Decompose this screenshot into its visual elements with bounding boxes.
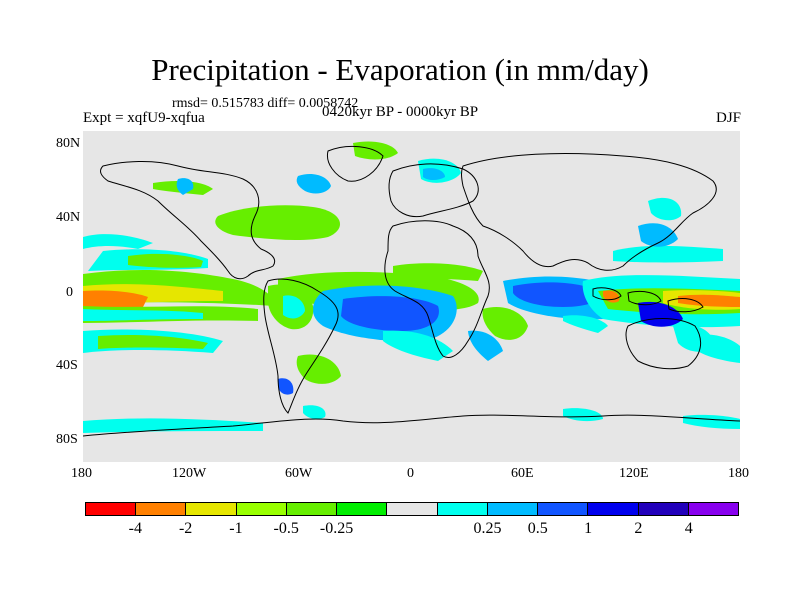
field-patch [693,334,740,363]
colorbar-label: -1 [229,520,243,537]
colorbar-swatch [387,503,438,515]
coastlines [83,145,740,437]
colorbar-label: -0.25 [319,520,354,537]
coastline [326,145,384,182]
field-patch [303,405,326,420]
colorbar-swatch [437,503,488,515]
season-label: DJF [715,110,741,126]
field-patch [215,205,340,241]
lat-label: 0 [66,285,73,300]
field-patch [341,296,439,331]
colorbar-swatch [186,503,237,515]
colorbar-swatch [136,503,187,515]
colorbar-swatch [337,503,388,515]
colorbar-swatch [688,503,739,515]
field-patch [176,178,194,195]
coastline [667,298,704,313]
pe-difference-field [83,141,740,433]
lon-label: 120W [172,466,207,481]
stats-text: rmsd= 0.515783 diff= 0.0058742 [172,96,359,111]
colorbar-swatch [286,503,338,515]
field-patch [83,418,263,433]
field-patch [678,294,740,307]
lat-label: 80S [56,432,78,447]
map-plot [83,131,740,462]
field-patch [296,174,331,194]
colorbar-swatch [86,503,137,515]
colorbar-swatch [538,503,589,515]
colorbar-label: -4 [128,520,142,537]
lon-label: 60E [511,466,534,481]
coastline [100,160,276,280]
field-patch [393,263,483,281]
field-patch [482,306,528,340]
lon-label: 60W [285,466,313,481]
colorbar-swatch [487,503,539,515]
coastline [263,278,339,414]
field-patch [563,315,608,333]
field-patch [98,334,208,349]
colorbar-label: 0.5 [527,520,548,537]
colorbar-label: -2 [178,520,193,537]
field-patch [638,223,678,247]
field-patch [83,234,153,249]
field-patch [513,282,599,307]
field-patch [423,168,445,180]
colorbar-label: 2 [634,520,643,537]
colorbar-label: 0.25 [473,520,502,537]
coastline [627,290,662,306]
colorbar-swatch [588,503,639,515]
coastline [388,163,479,218]
colorbar [85,502,739,516]
field-patch [278,378,294,395]
field-patch [283,295,305,319]
field-patch [128,253,203,268]
field-patch [296,354,341,384]
field-patch [468,330,503,361]
lon-label: 120E [619,466,649,481]
field-patch [383,330,453,361]
field-patch [83,290,148,309]
lat-label: 40S [56,358,78,373]
coastline [83,414,740,437]
field-patch [563,408,603,422]
lat-label: 40N [56,210,81,225]
field-patch [648,197,682,221]
colorbar-label: -0.5 [273,520,299,537]
field-patch [613,245,723,263]
field-patch [83,309,203,321]
coastline [592,287,622,301]
coastline [625,318,702,370]
colorbar-swatch [638,503,689,515]
lon-label: 180 [728,466,749,481]
period-label: 0420kyr BP - 0000kyr BP [322,104,479,120]
coastline [384,220,490,358]
coastline [461,152,717,271]
field-patch [638,301,683,327]
colorbar-swatch [236,503,287,515]
experiment-label: Expt = xqfU9-xqfua [83,110,205,126]
lon-label: 180 [71,466,92,481]
map-title: Precipitation - Evaporation (in mm/day) [151,52,649,87]
lon-label: 0 [407,466,414,481]
lat-label: 80N [56,136,81,151]
colorbar-label: 1 [584,520,593,537]
colorbar-label: 4 [684,520,693,537]
